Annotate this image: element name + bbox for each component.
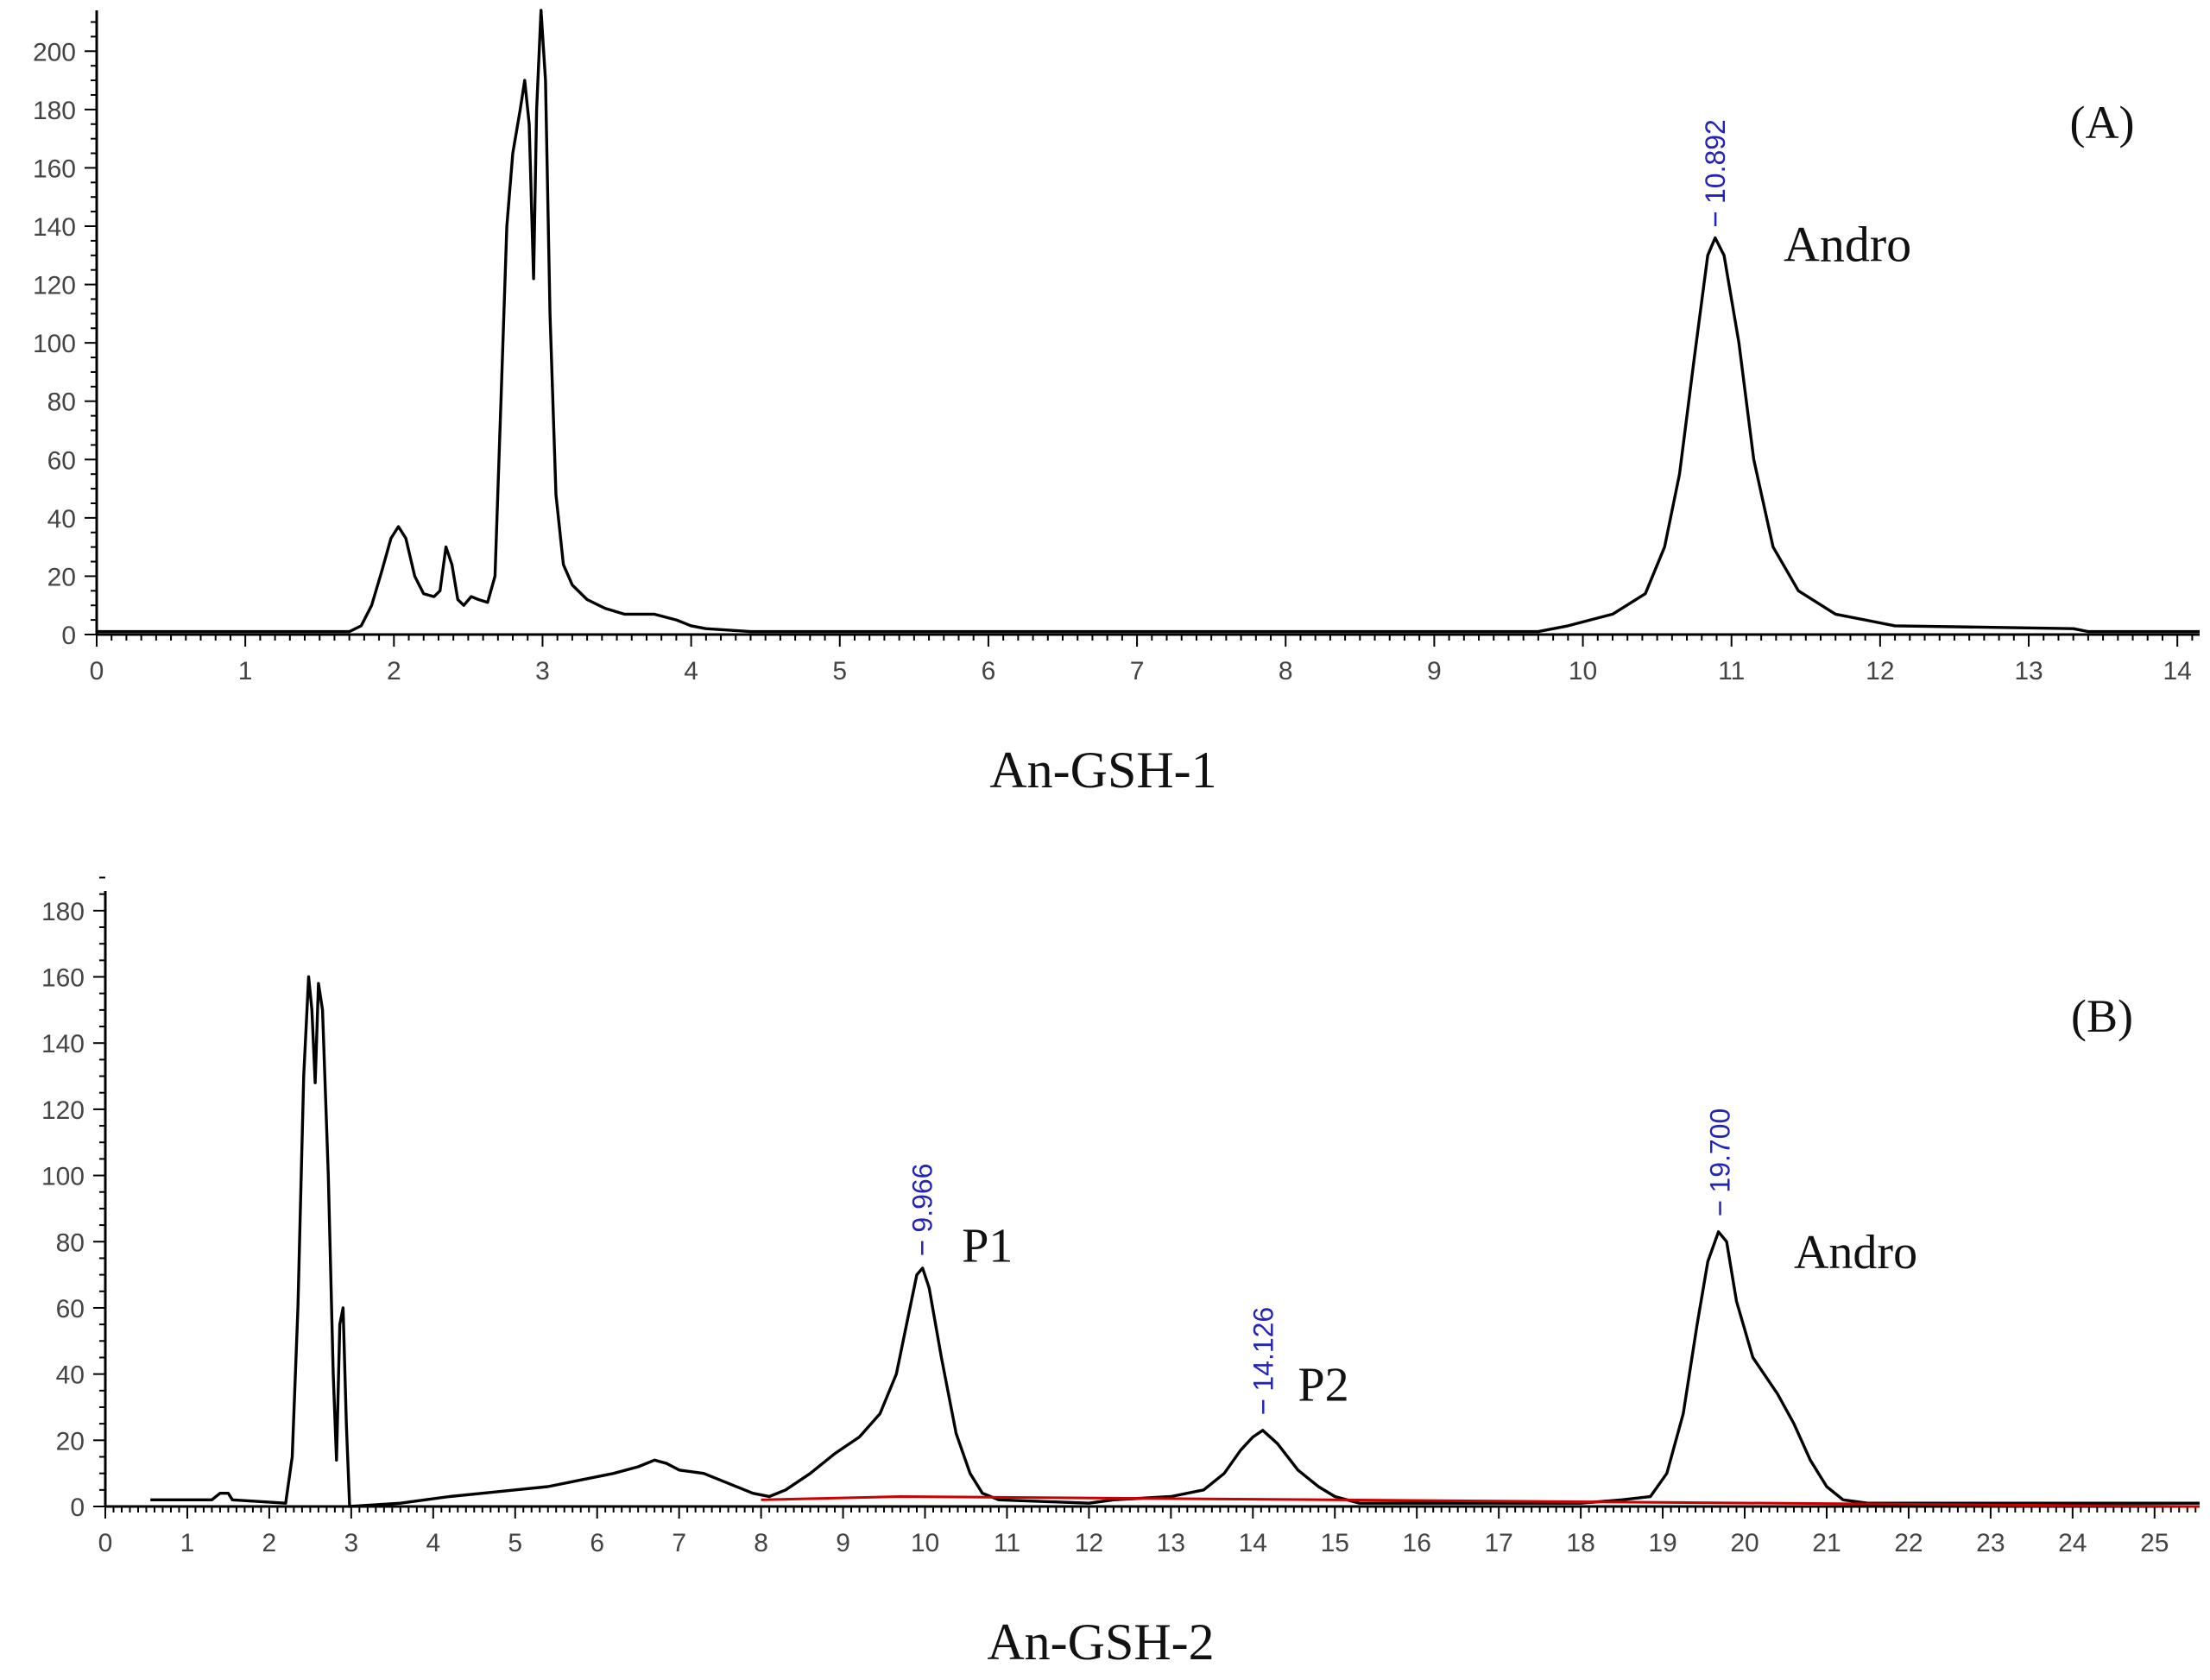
x-tick-label: 8 bbox=[754, 1529, 768, 1557]
x-tick-label: 5 bbox=[832, 657, 847, 685]
y-tick-label: 120 bbox=[41, 1096, 85, 1125]
x-tick-label: 24 bbox=[2058, 1529, 2087, 1557]
x-tick-label: 11 bbox=[994, 1529, 1020, 1557]
y-tick-label: 20 bbox=[47, 563, 76, 591]
y-tick-label: 160 bbox=[33, 155, 76, 183]
y-tick-label: 40 bbox=[56, 1361, 85, 1390]
x-axis-label: An-GSH-2 bbox=[987, 1614, 1214, 1671]
x-tick-label: 12 bbox=[1866, 657, 1894, 685]
x-tick-label: 0 bbox=[90, 657, 104, 685]
x-tick-label: 0 bbox=[98, 1529, 113, 1557]
peak-retention-label: 10.892 bbox=[1700, 119, 1731, 204]
x-tick-label: 21 bbox=[1812, 1529, 1841, 1557]
x-tick-label: 7 bbox=[672, 1529, 686, 1557]
y-tick-label: 180 bbox=[33, 97, 76, 125]
x-tick-label: 2 bbox=[387, 657, 401, 685]
chromatogram-panel-a: 0 1 2 3 4 5 6 7 8 9 10 11 12 13 1402040608010012014016… bbox=[33, 9, 2200, 799]
x-tick-label: 4 bbox=[426, 1529, 440, 1557]
y-tick-label: 140 bbox=[41, 1030, 85, 1058]
y-tick-label: 180 bbox=[41, 898, 85, 926]
y-tick-label: 20 bbox=[56, 1427, 85, 1456]
peak-annotation: Andro bbox=[1784, 217, 1911, 273]
y-tick-label: 0 bbox=[61, 622, 76, 650]
panel-label: (A) bbox=[2070, 97, 2135, 148]
y-tick-label: 160 bbox=[41, 964, 85, 993]
x-tick-label: 22 bbox=[1894, 1529, 1923, 1557]
x-tick-label: 13 bbox=[2014, 657, 2043, 685]
chromatogram-trace bbox=[97, 9, 2200, 634]
x-tick-label: 1 bbox=[238, 657, 253, 685]
peak-annotation: P1 bbox=[962, 1219, 1013, 1273]
y-tick-label: 120 bbox=[33, 272, 76, 300]
y-tick-label: 140 bbox=[33, 213, 76, 242]
x-tick-label: 5 bbox=[508, 1529, 522, 1557]
x-tick-label: 1 bbox=[180, 1529, 195, 1557]
peak-retention-label: 9.966 bbox=[906, 1164, 938, 1233]
x-tick-label: 8 bbox=[1279, 657, 1293, 685]
y-tick-label: 100 bbox=[33, 330, 76, 358]
x-tick-label: 6 bbox=[982, 657, 996, 685]
y-tick-label: 40 bbox=[47, 505, 76, 534]
y-tick-label: 0 bbox=[70, 1494, 85, 1522]
x-tick-label: 20 bbox=[1730, 1529, 1759, 1557]
x-tick-label: 9 bbox=[1427, 657, 1442, 685]
x-tick-label: 7 bbox=[1130, 657, 1145, 685]
chromatogram-panel-b: 0 1 2 3 4 5 6 7 8 9 10 11 12 13 14 15 16 17 18 19 20 21 22 23 24… bbox=[41, 876, 2201, 1671]
y-tick-label: 80 bbox=[47, 388, 76, 417]
x-tick-label: 16 bbox=[1403, 1529, 1431, 1557]
x-tick-label: 18 bbox=[1566, 1529, 1594, 1557]
x-tick-label: 14 bbox=[1239, 1529, 1267, 1557]
x-tick-label: 10 bbox=[1569, 657, 1597, 685]
x-tick-label: 2 bbox=[262, 1529, 277, 1557]
x-tick-label: 10 bbox=[911, 1529, 939, 1557]
x-tick-label: 11 bbox=[1718, 657, 1745, 685]
x-tick-label: 17 bbox=[1484, 1529, 1512, 1557]
y-tick-label: 60 bbox=[47, 446, 76, 475]
y-tick-label: 200 bbox=[33, 38, 76, 66]
x-tick-label: 3 bbox=[344, 1529, 359, 1557]
x-tick-label: 3 bbox=[535, 657, 550, 685]
x-tick-label: 19 bbox=[1648, 1529, 1676, 1557]
y-tick-label: 100 bbox=[41, 1163, 85, 1191]
y-tick-label: 80 bbox=[56, 1228, 85, 1257]
x-tick-label: 25 bbox=[2140, 1529, 2169, 1557]
panel-label: (B) bbox=[2071, 990, 2133, 1042]
peak-annotation: P2 bbox=[1298, 1358, 1349, 1412]
x-tick-label: 6 bbox=[590, 1529, 604, 1557]
baseline-trace bbox=[761, 1495, 2201, 1508]
x-tick-label: 14 bbox=[2163, 657, 2191, 685]
x-axis-label: An-GSH-1 bbox=[989, 742, 1216, 799]
peak-retention-label: 14.126 bbox=[1247, 1307, 1279, 1392]
y-tick-label: 60 bbox=[56, 1295, 85, 1323]
x-tick-label: 4 bbox=[684, 657, 698, 685]
peak-retention-label: 19.700 bbox=[1705, 1108, 1736, 1193]
x-tick-label: 15 bbox=[1321, 1529, 1349, 1557]
x-tick-label: 13 bbox=[1157, 1529, 1185, 1557]
x-tick-label: 12 bbox=[1075, 1529, 1103, 1557]
x-tick-label: 23 bbox=[1976, 1529, 2005, 1557]
x-tick-label: 9 bbox=[836, 1529, 850, 1557]
peak-annotation: Andro bbox=[1794, 1226, 1917, 1279]
chromatogram-trace bbox=[150, 975, 2200, 1508]
